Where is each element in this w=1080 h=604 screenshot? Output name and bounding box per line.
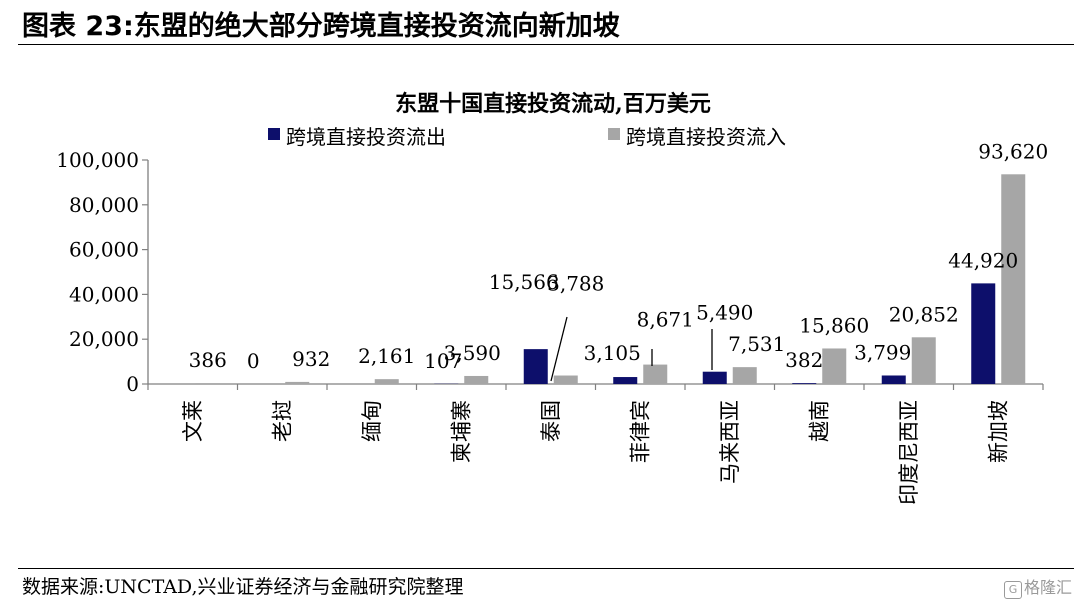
data-label-outflow: 0 <box>247 349 260 373</box>
x-tick-label: 菲律宾 <box>628 400 652 463</box>
legend-swatch-inflow <box>608 128 620 140</box>
bar-inflow <box>553 375 578 384</box>
legend-swatch-outflow <box>268 128 280 140</box>
data-label-outflow: 382 <box>785 348 823 372</box>
data-label-outflow: 3,105 <box>584 341 641 365</box>
bar-outflow <box>613 377 638 384</box>
leader-line-thailand-inflow <box>550 316 568 382</box>
data-label-inflow: 20,852 <box>889 302 959 326</box>
legend-label-outflow: 跨境直接投资流出 <box>286 125 446 149</box>
bar-outflow <box>702 371 727 384</box>
x-tick-label: 文莱 <box>181 400 205 442</box>
bar-inflow <box>285 381 310 384</box>
y-axis-ticks: 0 20,000 40,000 60,000 80,000 100,000 <box>56 148 148 396</box>
data-label-inflow: 8,671 <box>637 308 694 332</box>
watermark: G 格隆汇 <box>1003 574 1072 599</box>
bar-chart: 东盟十国直接投资流动,百万美元 跨境直接投资流出 跨境直接投资流入 0 20,00… <box>56 91 1048 505</box>
watermark-text: 格隆汇 <box>1023 578 1072 597</box>
data-label-inflow: 932 <box>292 347 330 371</box>
x-tick-label: 柬埔寨 <box>449 400 473 463</box>
x-tick-label: 越南 <box>807 400 831 442</box>
bar-inflow <box>911 337 936 384</box>
y-tick-label: 100,000 <box>56 148 139 172</box>
x-tick-label: 马来西亚 <box>718 400 742 484</box>
y-tick-label: 20,000 <box>69 327 139 351</box>
legend-label-inflow: 跨境直接投资流入 <box>626 125 786 149</box>
chart-title: 东盟十国直接投资流动,百万美元 <box>395 91 711 117</box>
bar-inflow <box>195 383 220 384</box>
bar-outflow <box>792 383 817 384</box>
bar-inflow <box>374 379 399 384</box>
data-label-inflow: 3,788 <box>547 272 604 296</box>
data-label-inflow: 15,860 <box>799 313 869 337</box>
bar-inflow <box>1001 174 1026 384</box>
data-label-inflow: 386 <box>189 348 227 372</box>
bar-outflow <box>881 375 906 384</box>
bar-outflow <box>971 283 996 384</box>
y-tick-label: 40,000 <box>69 282 139 306</box>
y-tick-label: 60,000 <box>69 238 139 262</box>
data-label-inflow: 93,620 <box>978 139 1048 163</box>
bottom-rule <box>18 568 1074 569</box>
data-label-inflow: 7,531 <box>728 332 785 356</box>
bar-inflow <box>732 367 757 384</box>
x-tick-label: 新加坡 <box>986 400 1010 463</box>
x-tick-label: 泰国 <box>539 400 563 442</box>
figure-title: 图表 23:东盟的绝大部分跨境直接投资流向新加坡 <box>22 11 620 42</box>
data-label-outflow: 15,566 <box>489 270 559 294</box>
bar-outflow <box>523 349 548 384</box>
data-label-outflow: 44,920 <box>948 248 1018 272</box>
data-label-outflow: 107 <box>424 349 462 373</box>
x-tick-label: 老挝 <box>270 400 294 442</box>
x-tick-label: 印度尼西亚 <box>897 400 921 505</box>
data-label-outflow: 3,799 <box>854 340 911 364</box>
data-label-inflow: 2,161 <box>358 344 415 368</box>
data-label-inflow: 3,590 <box>444 341 501 365</box>
bars <box>195 174 1026 384</box>
legend: 跨境直接投资流出 跨境直接投资流入 <box>268 125 786 149</box>
data-label-outflow: 5,490 <box>696 301 753 325</box>
y-tick-label: 80,000 <box>69 193 139 217</box>
watermark-logo-icon: G <box>1003 581 1022 599</box>
bar-inflow <box>822 348 847 384</box>
top-rule <box>18 44 1074 45</box>
x-axis-labels: 文莱 老挝 缅甸 柬埔寨 泰国 菲律宾 马来西亚 越南 印度尼西亚 新加坡 <box>181 400 1011 505</box>
source-note: 数据来源:UNCTAD,兴业证券经济与金融研究院整理 <box>22 576 464 598</box>
x-tick-label: 缅甸 <box>360 400 384 442</box>
bar-inflow <box>643 364 668 384</box>
y-tick-label: 0 <box>126 372 139 396</box>
bar-inflow <box>464 375 489 384</box>
